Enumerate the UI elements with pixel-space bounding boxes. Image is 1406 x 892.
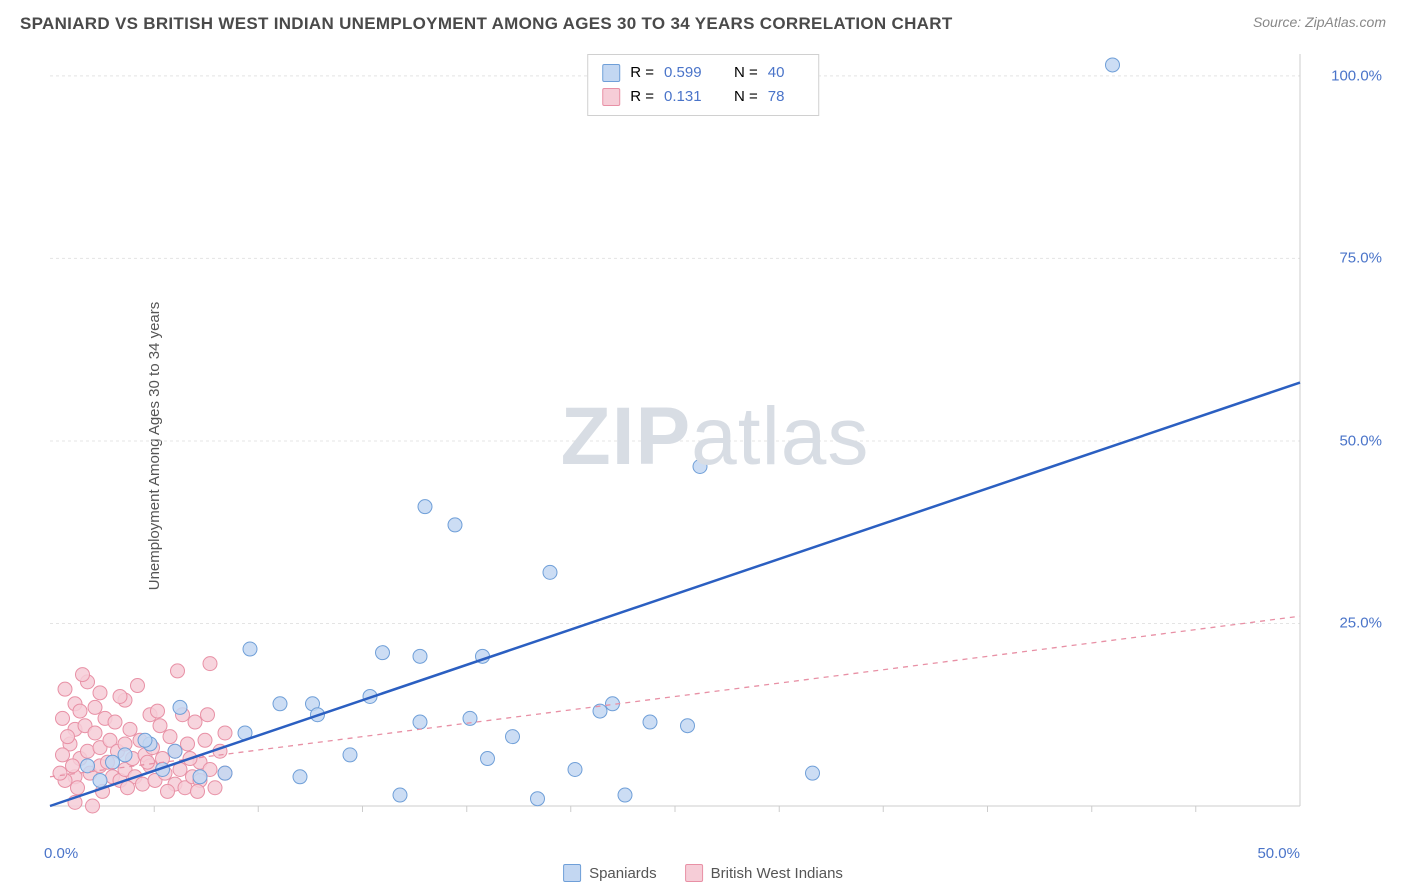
y-tick-label: 25.0% — [1339, 615, 1382, 632]
corr-row-spaniards: R = 0.599 N = 40 — [602, 61, 804, 85]
r-label: R = — [630, 85, 654, 109]
swatch-bwi — [602, 88, 620, 106]
scatter-chart — [44, 50, 1386, 824]
corr-row-bwi: R = 0.131 N = 78 — [602, 85, 804, 109]
y-tick-label: 50.0% — [1339, 432, 1382, 449]
n-label: N = — [734, 85, 758, 109]
x-axis-max-label: 50.0% — [1257, 845, 1300, 862]
y-tick-label: 100.0% — [1331, 67, 1382, 84]
n-value-spaniards: 40 — [768, 61, 804, 85]
legend-label: British West Indians — [711, 865, 843, 882]
r-value-bwi: 0.131 — [664, 85, 724, 109]
swatch-spaniards — [602, 64, 620, 82]
swatch-bwi — [685, 864, 703, 882]
chart-area: ZIPatlas — [44, 50, 1386, 824]
n-value-bwi: 78 — [768, 85, 804, 109]
swatch-spaniards — [563, 864, 581, 882]
legend-label: Spaniards — [589, 865, 657, 882]
n-label: N = — [734, 61, 758, 85]
source-label: Source: ZipAtlas.com — [1253, 14, 1386, 30]
x-axis-min-label: 0.0% — [44, 845, 78, 862]
series-legend: Spaniards British West Indians — [563, 864, 843, 882]
legend-item-bwi: British West Indians — [685, 864, 843, 882]
legend-item-spaniards: Spaniards — [563, 864, 657, 882]
r-label: R = — [630, 61, 654, 85]
r-value-spaniards: 0.599 — [664, 61, 724, 85]
y-tick-label: 75.0% — [1339, 250, 1382, 267]
correlation-legend: R = 0.599 N = 40 R = 0.131 N = 78 — [587, 54, 819, 116]
chart-title: SPANIARD VS BRITISH WEST INDIAN UNEMPLOY… — [20, 14, 953, 34]
